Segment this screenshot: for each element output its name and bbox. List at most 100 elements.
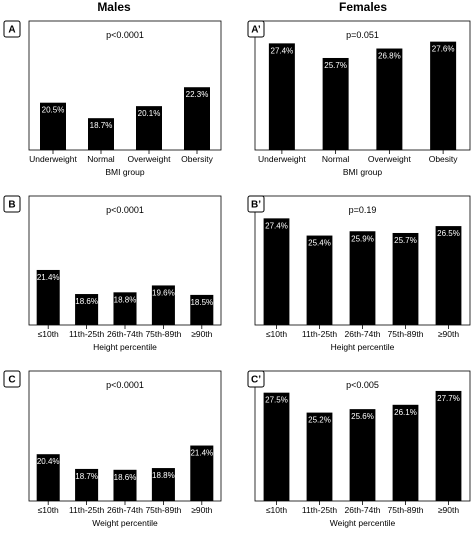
panel-6-data-label: 25.6% (351, 412, 374, 421)
panel-4-bar (349, 231, 376, 325)
panel-2-bar (322, 57, 349, 151)
panel-5-data-label: 18.8% (152, 471, 175, 480)
panel-5-tick-label: 26th-74th (107, 505, 143, 515)
panel-4-label-box (247, 195, 265, 213)
panel-4-tick-label: ≥90th (438, 329, 459, 339)
panel-2-tick-label: Normal (322, 154, 350, 164)
panel-5-pvalue: p<0.0001 (106, 380, 144, 390)
panel-4-tick-label: 75th-89th (388, 329, 424, 339)
panel-5-tick-label: ≥90th (191, 505, 212, 515)
panel-1-label-box (3, 20, 21, 38)
panel-4-bar (392, 232, 419, 325)
panel-1-frame (28, 20, 222, 151)
panel-5-data-label: 18.7% (75, 472, 98, 481)
panel-1-tick-label: Underweight (29, 154, 77, 164)
panel-5-bar (113, 469, 137, 501)
panel-1-bar (88, 118, 114, 150)
panel-3-data-label: 18.6% (75, 297, 98, 306)
panel-6-label: C’ (251, 375, 261, 386)
panel-4-tick-label: 11th-25th (302, 329, 338, 339)
panel-3-data-label: 21.4% (37, 273, 60, 282)
males-column-header: Males (97, 0, 131, 14)
panel-1-tick-label: Overweight (128, 154, 172, 164)
panel-1-x-axis-label: BMI group (105, 167, 144, 177)
panel-5-data-label: 21.4% (190, 449, 213, 458)
panel-1-bar (136, 106, 162, 150)
panel-6-tick-label: 75th-89th (388, 505, 424, 515)
panel-3-label: B (8, 200, 15, 211)
panel-4-data-label: 26.5% (437, 229, 460, 238)
panel-4-label: B’ (251, 200, 261, 211)
females-column-header: Females (338, 0, 388, 14)
panel-1-bar (40, 102, 66, 150)
panel-4-data-label: 25.9% (351, 234, 374, 243)
panel-1-data-label: 22.3% (186, 90, 209, 99)
panel-5-tick-label: ≤10th (38, 505, 59, 515)
panel-3-data-label: 18.8% (114, 295, 137, 304)
panel-4-data-label: 25.4% (308, 239, 331, 248)
panel-6-data-label: 25.2% (308, 416, 331, 425)
panel-2-label: A’ (251, 25, 261, 36)
panel-2-bar (268, 43, 295, 150)
panel-2-tick-label: Overweight (368, 154, 412, 164)
panel-3-tick-label: 75th-89th (145, 329, 181, 339)
panel-3-data-label: 19.6% (152, 288, 175, 297)
panel-6-data-label: 27.5% (265, 396, 288, 405)
panel-5-label-box (3, 370, 21, 388)
panel-5-x-axis-label: Weight percentile (92, 518, 158, 528)
panel-2-bar (430, 41, 457, 150)
panel-1-tick-label: Normal (87, 154, 115, 164)
panel-2-data-label: 25.7% (324, 61, 347, 70)
panel-4-tick-label: 26th-74th (345, 329, 381, 339)
panel-2-frame (254, 20, 471, 151)
panel-1-tick-label: Obersity (181, 154, 213, 164)
panel-4-bar (435, 226, 462, 325)
panel-1-data-label: 20.1% (138, 109, 161, 118)
panel-6-data-label: 26.1% (394, 408, 417, 417)
panel-6-bar (392, 404, 419, 501)
panel-1-pvalue: p<0.0001 (106, 30, 144, 40)
panel-6-x-axis-label: Weight percentile (330, 518, 396, 528)
panel-2-data-label: 27.4% (271, 46, 294, 55)
panel-1-bar (184, 87, 210, 150)
panel-2-tick-label: Underweight (258, 154, 306, 164)
panel-6-tick-label: 26th-74th (345, 505, 381, 515)
panel-3-bar (113, 292, 137, 325)
panel-4-bar (306, 235, 333, 325)
panel-6-label-box (247, 370, 265, 388)
panel-6-tick-label: ≤10th (266, 505, 287, 515)
panel-6-tick-label: ≥90th (438, 505, 459, 515)
panel-3-tick-label: ≤10th (38, 329, 59, 339)
panel-5-bar (190, 445, 214, 501)
panel-3-bar (151, 285, 175, 325)
panel-2-tick-label: Obesity (429, 154, 459, 164)
panel-3-bar (36, 269, 60, 325)
panel-3-tick-label: 11th-25th (69, 329, 105, 339)
panel-5-data-label: 18.6% (114, 473, 137, 482)
panel-3-pvalue: p<0.0001 (106, 205, 144, 215)
panel-6-pvalue: p<0.005 (346, 380, 379, 390)
panel-4-data-label: 25.7% (394, 236, 417, 245)
panel-3-data-label: 18.5% (190, 298, 213, 307)
panel-6-bar (349, 409, 376, 501)
panel-2-pvalue: p=0.051 (346, 30, 379, 40)
panel-2-label-box (247, 20, 265, 38)
panel-5-tick-label: 75th-89th (145, 505, 181, 515)
panel-6-data-label: 27.7% (437, 394, 460, 403)
panel-1-data-label: 20.5% (42, 106, 65, 115)
panel-2-data-label: 27.6% (432, 45, 455, 54)
panel-2-bar (376, 48, 403, 150)
panel-3-x-axis-label: Height percentile (93, 342, 157, 352)
panel-5-tick-label: 11th-25th (69, 505, 105, 515)
panel-3-tick-label: ≥90th (191, 329, 212, 339)
panel-6-bar (263, 392, 290, 501)
panel-6-bar (435, 390, 462, 501)
panel-6-bar (306, 412, 333, 501)
panel-4-data-label: 27.4% (265, 221, 288, 230)
panel-5-label: C (8, 375, 15, 386)
panel-3-bar (75, 294, 99, 325)
panel-4-tick-label: ≤10th (266, 329, 287, 339)
panel-5-bar (36, 454, 60, 501)
panel-5-bar (151, 468, 175, 501)
